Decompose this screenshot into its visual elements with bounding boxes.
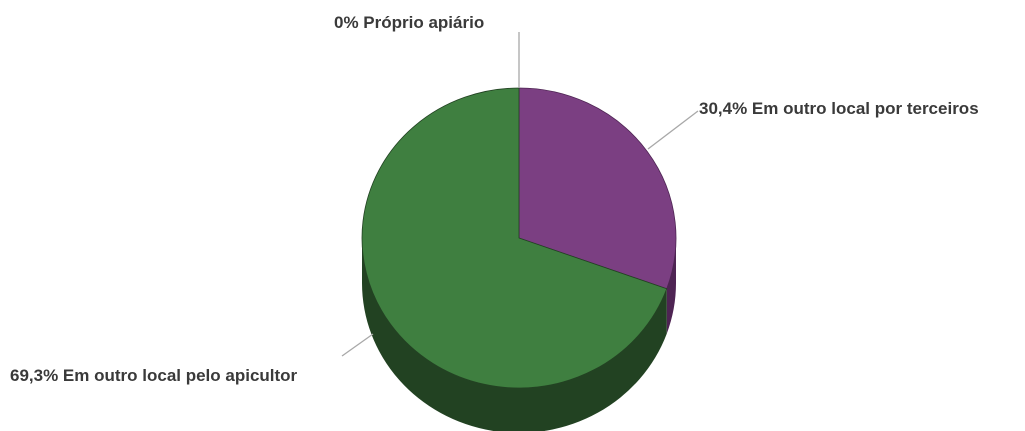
pie-side-em-outro-local-pelo-apicultor	[362, 238, 667, 431]
leader-line-apicultor	[341, 333, 374, 357]
pie-top-group	[361, 87, 677, 389]
pie-slice-em-outro-local-por-terceiros	[518, 87, 677, 290]
pie-side-em-outro-local-por-terceiros	[666, 238, 676, 334]
pie-slice-em-outro-local-pelo-apicultor	[361, 87, 668, 389]
slice-label-proprio: 0% Próprio apiário	[334, 13, 484, 32]
slice-label-apicultor: 69,3% Em outro local pelo apicultor	[10, 366, 298, 385]
leader-line-terceiros	[647, 110, 699, 150]
slice-label-terceiros: 30,4% Em outro local por terceiros	[699, 99, 979, 118]
pie-side-group	[362, 238, 676, 431]
